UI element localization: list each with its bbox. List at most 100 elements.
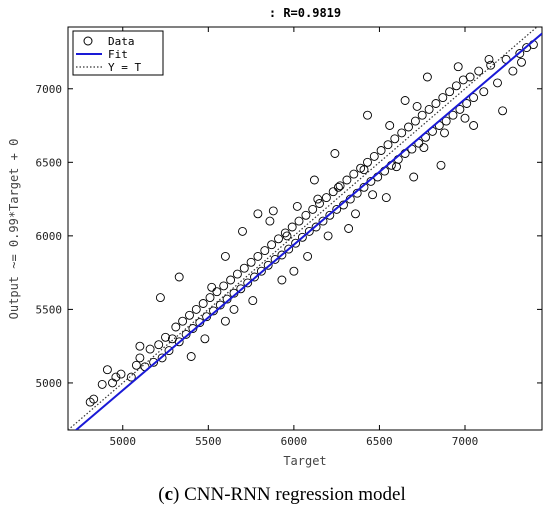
y-tick-label: 5500 bbox=[36, 303, 63, 316]
data-point bbox=[359, 165, 369, 175]
data-point bbox=[185, 310, 194, 320]
fit-line bbox=[74, 32, 542, 430]
data-point bbox=[253, 209, 263, 219]
data-point bbox=[479, 87, 489, 97]
data-point bbox=[313, 194, 323, 204]
data-point bbox=[323, 231, 333, 241]
x-tick-label: 7000 bbox=[452, 435, 479, 448]
data-point bbox=[232, 269, 242, 279]
data-point bbox=[332, 204, 342, 214]
data-point bbox=[229, 304, 239, 314]
data-point bbox=[419, 143, 429, 153]
data-point bbox=[351, 209, 360, 219]
data-point bbox=[409, 172, 419, 182]
data-point bbox=[297, 232, 307, 242]
data-point bbox=[248, 296, 258, 306]
data-point bbox=[301, 210, 311, 220]
data-point bbox=[212, 287, 222, 297]
data-point bbox=[236, 284, 246, 294]
data-point bbox=[116, 369, 126, 379]
data-point bbox=[277, 275, 287, 285]
data-point bbox=[304, 226, 314, 236]
data-point bbox=[315, 199, 324, 208]
data-point bbox=[154, 340, 164, 350]
data-point bbox=[383, 140, 393, 150]
data-point bbox=[376, 146, 386, 155]
data-point bbox=[381, 193, 391, 203]
data-point bbox=[465, 72, 475, 82]
x-tick-label: 5500 bbox=[195, 435, 222, 448]
data-point bbox=[178, 316, 188, 326]
y-tick-label: 7000 bbox=[36, 83, 63, 96]
figure-caption: (c) CNN-RNN regression model bbox=[158, 484, 405, 505]
data-point bbox=[294, 216, 304, 226]
legend-data-marker bbox=[83, 36, 93, 46]
data-point bbox=[363, 157, 372, 167]
data-point bbox=[486, 60, 496, 70]
legend: Data Fit Y = T bbox=[72, 30, 164, 76]
data-point bbox=[390, 134, 400, 144]
data-point bbox=[309, 175, 319, 185]
data-point bbox=[292, 201, 302, 211]
data-point bbox=[145, 344, 155, 354]
data-point bbox=[412, 101, 422, 111]
data-point bbox=[308, 204, 318, 214]
data-point bbox=[453, 62, 463, 72]
y-axis-ticks: 5000 5500 6000 6500 7000 bbox=[36, 83, 542, 390]
data-point bbox=[441, 116, 451, 126]
data-point bbox=[335, 181, 345, 191]
data-point bbox=[111, 372, 121, 382]
data-point bbox=[330, 149, 340, 158]
legend-label-fit: Fit bbox=[108, 48, 128, 61]
data-point bbox=[363, 110, 372, 120]
data-point bbox=[422, 72, 432, 82]
data-point bbox=[274, 234, 283, 244]
data-point bbox=[318, 216, 328, 226]
data-point bbox=[239, 263, 249, 273]
data-point bbox=[333, 182, 343, 192]
reference-lines bbox=[68, 27, 542, 430]
data-point bbox=[392, 162, 401, 172]
data-point bbox=[404, 122, 413, 132]
data-point bbox=[250, 272, 259, 282]
data-point bbox=[445, 87, 455, 97]
data-point bbox=[321, 193, 331, 203]
data-point bbox=[238, 226, 247, 236]
data-point bbox=[102, 365, 112, 375]
x-tick-label: 6000 bbox=[281, 435, 308, 448]
data-point bbox=[342, 175, 352, 185]
y-tick-label: 6000 bbox=[36, 230, 63, 243]
y-axis-label: Output ~= 0.99*Target + 0 bbox=[7, 139, 21, 320]
data-point bbox=[219, 281, 229, 291]
data-point bbox=[164, 346, 174, 356]
data-point bbox=[344, 224, 354, 233]
data-point bbox=[161, 332, 170, 342]
data-point bbox=[220, 251, 230, 261]
legend-label-identity: Y = T bbox=[108, 61, 141, 74]
data-point bbox=[400, 96, 410, 105]
data-point bbox=[263, 260, 273, 270]
data-point bbox=[205, 293, 215, 303]
data-point bbox=[135, 353, 145, 363]
data-point bbox=[220, 316, 230, 326]
data-point bbox=[498, 106, 508, 116]
data-point bbox=[256, 266, 266, 276]
data-point bbox=[246, 257, 256, 267]
data-point bbox=[181, 329, 191, 339]
x-axis-label: Target bbox=[283, 454, 326, 468]
data-point bbox=[328, 187, 338, 197]
data-point bbox=[493, 78, 502, 88]
data-point bbox=[135, 341, 145, 351]
data-point bbox=[289, 266, 299, 276]
data-point bbox=[200, 334, 210, 344]
data-point bbox=[253, 251, 263, 261]
data-point bbox=[291, 238, 301, 248]
x-tick-label: 5000 bbox=[110, 435, 137, 448]
data-point bbox=[226, 275, 236, 285]
data-point bbox=[126, 372, 136, 382]
data-point bbox=[186, 352, 196, 361]
data-point bbox=[89, 394, 99, 404]
data-point bbox=[171, 322, 181, 332]
data-point bbox=[385, 121, 395, 130]
